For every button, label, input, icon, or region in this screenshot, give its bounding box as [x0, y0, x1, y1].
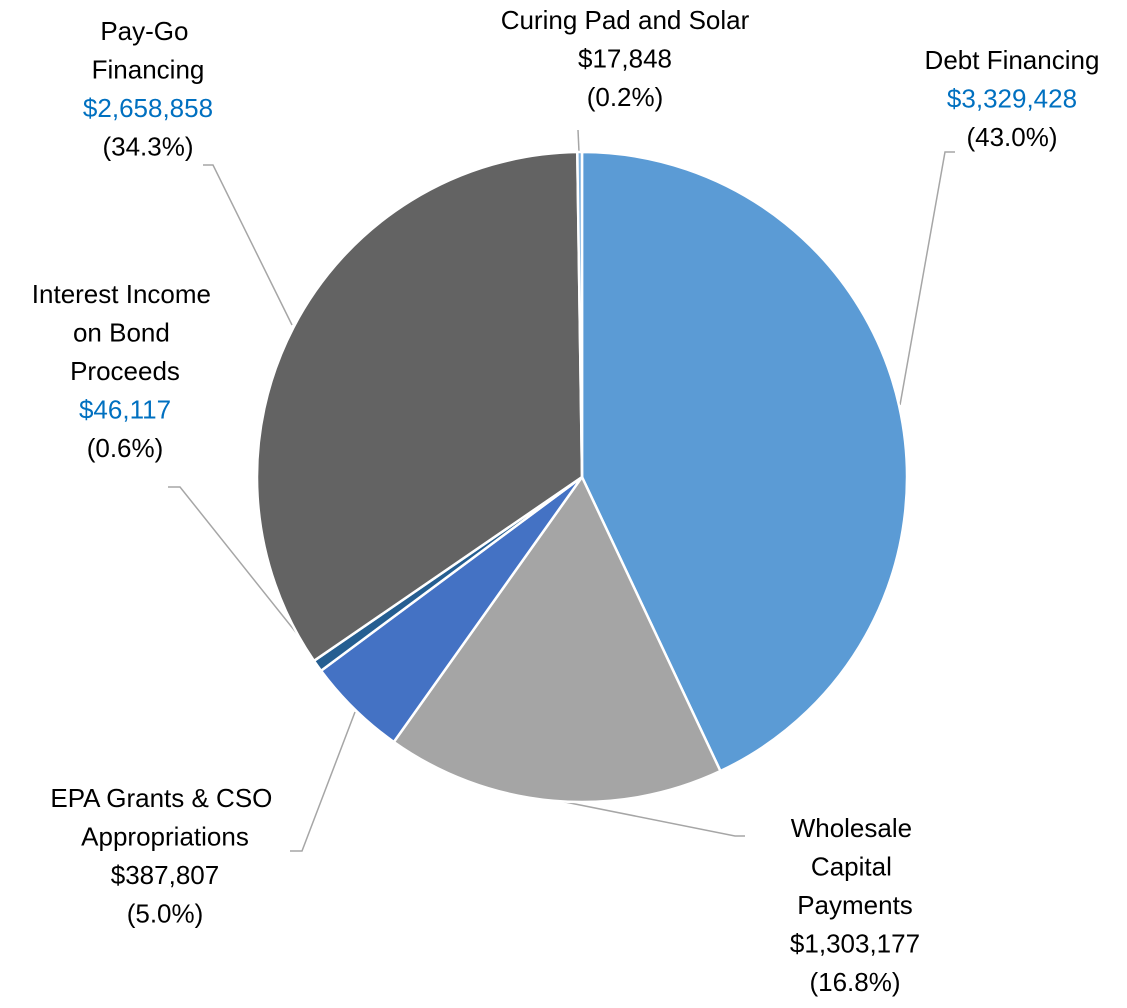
- pie: [255, 150, 909, 804]
- value-label: $2,658,858: [83, 93, 213, 123]
- category-label: Curing Pad and Solar: [501, 5, 750, 35]
- leader-line: [290, 711, 356, 852]
- pie-slice: [576, 150, 584, 478]
- label-line: Financing: [92, 54, 205, 84]
- leader-line: [203, 164, 293, 326]
- leader-line: [554, 799, 745, 837]
- value-label: $17,848: [578, 43, 672, 73]
- percent-label: (5.0%): [127, 898, 204, 928]
- category-label: EPA Grants & CSO Appropriations: [50, 783, 279, 852]
- label-line: Capital: [811, 851, 899, 881]
- percent-label: (34.3%): [102, 131, 193, 161]
- category-label: Pay-Go Financing: [92, 16, 205, 85]
- label-line: EPA Grants & CSO: [50, 783, 279, 813]
- label-line: Wholesale: [791, 813, 920, 843]
- label-line: Debt Financing: [925, 45, 1100, 75]
- label-line: Payments: [797, 890, 913, 920]
- value-label: $387,807: [111, 860, 219, 890]
- percent-label: (0.6%): [87, 433, 164, 463]
- pie-slice: [392, 474, 723, 804]
- value-label: $46,117: [79, 394, 171, 424]
- percent-label: (0.2%): [587, 82, 664, 112]
- category-label: Debt Financing: [925, 45, 1100, 75]
- label-line: Proceeds: [70, 356, 180, 386]
- label-line: Interest Income: [32, 279, 218, 309]
- value-label: $1,303,177: [790, 928, 920, 958]
- label-line: Curing Pad and Solar: [501, 5, 750, 35]
- percent-label: (16.8%): [809, 967, 900, 997]
- value-label: $3,329,428: [947, 83, 1077, 113]
- pie-slice: [580, 150, 909, 773]
- leader-line: [168, 486, 319, 661]
- label-line: on Bond: [73, 317, 177, 347]
- category-label: Interest Income on Bond Proceeds: [32, 279, 218, 386]
- leader-lines: [168, 129, 955, 852]
- leader-line: [577, 129, 580, 153]
- percent-label: (43.0%): [966, 122, 1057, 152]
- label-line: Pay-Go: [100, 16, 195, 46]
- pie-slice: [255, 150, 584, 663]
- leader-line: [899, 151, 955, 406]
- label-line: Appropriations: [81, 821, 249, 851]
- category-label: Wholesale Capital Payments: [791, 813, 920, 920]
